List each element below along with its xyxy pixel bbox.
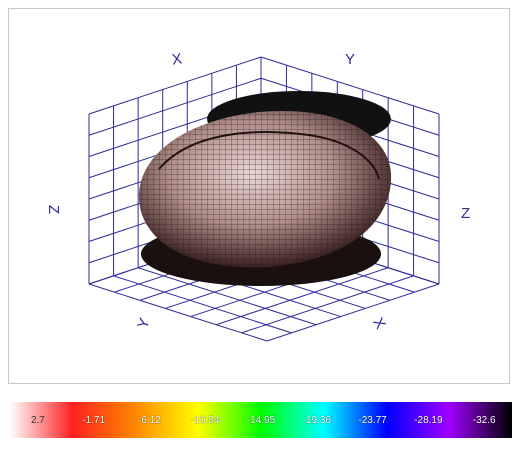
grid-line xyxy=(88,56,262,115)
floor-grid-line xyxy=(215,267,389,326)
floor-grid-line xyxy=(113,275,292,334)
z-axis-label-left: Z xyxy=(45,204,63,215)
plot-panel: X Y Z Z Y X xyxy=(8,8,510,384)
floor-grid-line xyxy=(137,267,317,326)
colorbar: 2.7 -1.71 -6.12 -10.54 -14.95 -19.36 -23.77 -28… xyxy=(10,402,512,442)
colorbar-tick-label: -10.54 xyxy=(191,414,220,426)
grid-line xyxy=(260,56,440,115)
z-axis-label-right: Z xyxy=(461,205,471,222)
grid-line xyxy=(88,77,262,136)
surface-mesh xyxy=(138,110,392,268)
colorbar-tick-label: -19.36 xyxy=(302,414,331,426)
floor-grid-line xyxy=(266,283,440,342)
colorbar-tick-label: 2.7 xyxy=(30,414,45,426)
colorbar-tick-label: -32.6 xyxy=(472,414,496,426)
floor-grid-line xyxy=(88,283,268,342)
surface xyxy=(138,91,392,286)
x-axis-label: X xyxy=(170,50,184,69)
colorbar-ticks: 2.7 -1.71 -6.12 -10.54 -14.95 -19.36 -23.77 -28… xyxy=(10,402,512,438)
floor-grid-line xyxy=(241,275,414,334)
colorbar-tick-label: -6.12 xyxy=(138,414,161,426)
colorbar-tick-label: -1.71 xyxy=(82,414,106,426)
colorbar-gradient xyxy=(10,402,512,438)
y-axis-label: Y xyxy=(345,51,356,68)
surface-rim xyxy=(158,131,380,180)
colorbar-tick-label: -23.77 xyxy=(358,414,387,426)
3d-plot xyxy=(88,56,440,342)
colorbar-tick-label: -28.19 xyxy=(414,414,443,426)
colorbar-tick-label: -14.95 xyxy=(246,414,276,426)
